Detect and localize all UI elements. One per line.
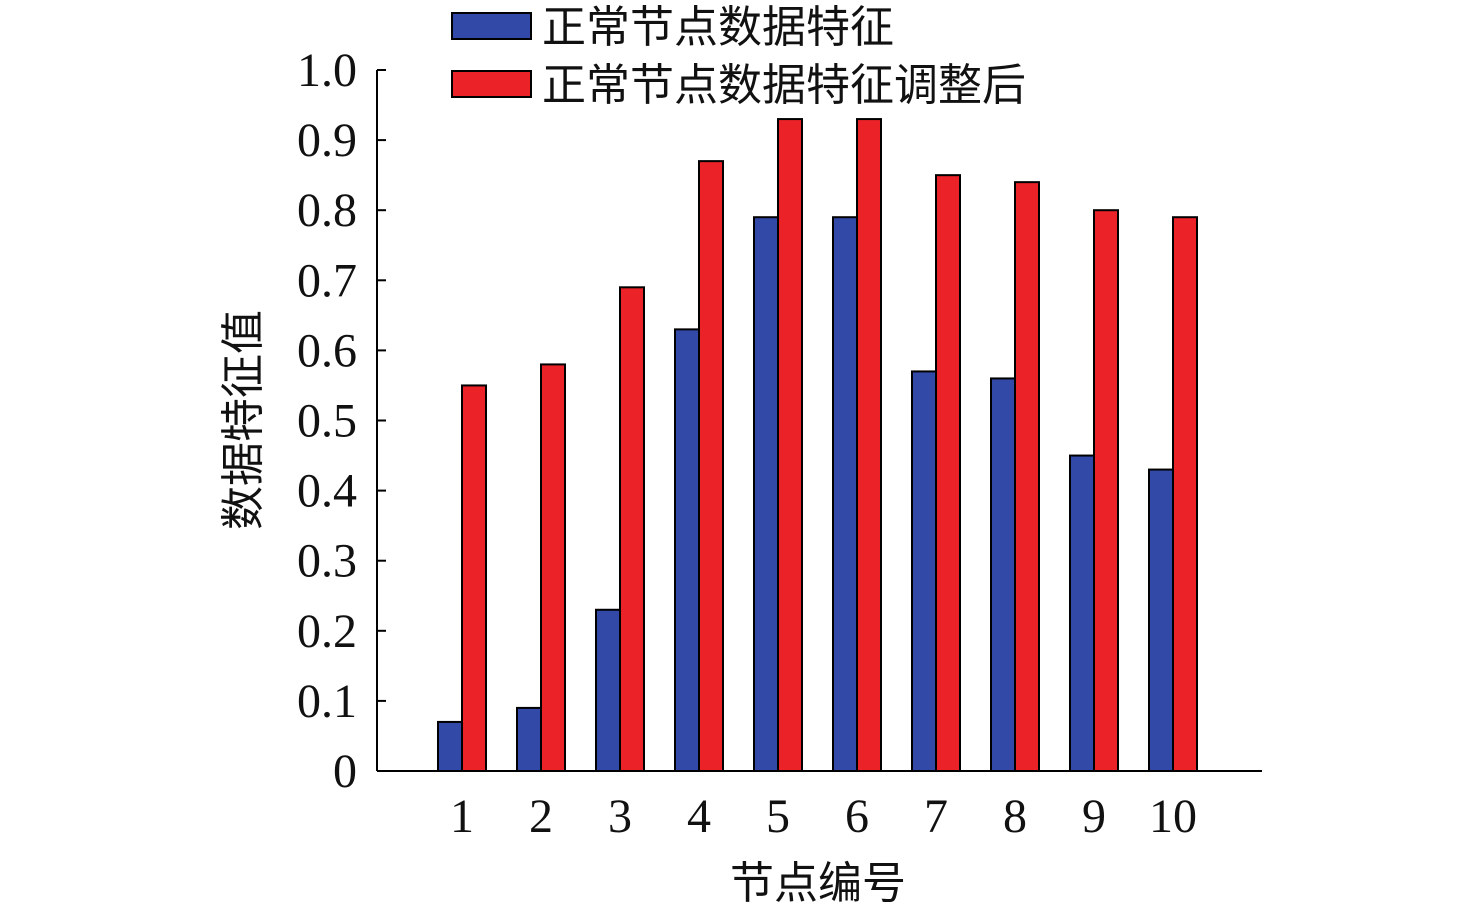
- y-tick-label: 0.1: [297, 675, 357, 728]
- bar-s1-node-2: [516, 706, 542, 772]
- bar-s2-node-4: [698, 160, 724, 772]
- bars: [437, 118, 1198, 773]
- x-tick-label: 10: [1149, 790, 1197, 843]
- bar-s2-node-9: [1093, 209, 1119, 772]
- bar-s1-node-9: [1069, 454, 1095, 772]
- y-tick-label: 0: [333, 745, 357, 798]
- bar-s2-node-5: [777, 118, 803, 772]
- y-tick-label: 0.5: [297, 395, 357, 448]
- x-tick-label: 4: [687, 790, 711, 843]
- axes: [376, 70, 1262, 772]
- x-tick-label: 3: [608, 790, 632, 843]
- bar-s1-node-5: [753, 216, 779, 772]
- y-ticks: 0 0.1 0.2 0.3 0.4 0.5 0.6 0.7 0.8 0.9 1.0: [297, 44, 386, 798]
- x-tick-label: 8: [1003, 790, 1027, 843]
- bar-s2-node-1: [461, 384, 487, 772]
- bar-s1-node-8: [990, 377, 1016, 772]
- y-tick-label: 0.6: [297, 324, 357, 377]
- bar-s1-node-3: [595, 608, 621, 773]
- bar-s1-node-10: [1148, 468, 1174, 772]
- y-tick-label: 0.3: [297, 535, 357, 588]
- bar-s2-node-3: [619, 286, 645, 772]
- bar-s2-node-10: [1172, 216, 1198, 772]
- x-tick-label: 5: [766, 790, 790, 843]
- y-tick-label: 1.0: [297, 44, 357, 97]
- bar-s2-node-2: [540, 363, 566, 772]
- bar-s1-node-7: [911, 370, 937, 772]
- y-tick-label: 0.2: [297, 605, 357, 658]
- x-axis-title: 节点编号: [730, 858, 906, 909]
- x-tick-label: 6: [845, 790, 869, 843]
- bar-s2-node-6: [856, 118, 882, 772]
- y-tick-label: 0.4: [297, 465, 357, 518]
- x-tick-label: 7: [924, 790, 948, 843]
- x-ticks: 1 2 3 4 5 6 7 8 9 10: [450, 790, 1197, 843]
- y-axis-title: 数据特征值: [218, 310, 269, 530]
- legend-label-1: 正常节点数据特征: [542, 2, 894, 53]
- legend-swatch-1: [451, 12, 532, 40]
- legend-label-2: 正常节点数据特征调整后: [542, 60, 1026, 111]
- bar-s2-node-7: [935, 174, 961, 772]
- bar-s1-node-4: [674, 328, 700, 772]
- y-tick-label: 0.8: [297, 184, 357, 237]
- bar-s1-node-1: [437, 720, 463, 772]
- x-tick-label: 9: [1082, 790, 1106, 843]
- y-tick-label: 0.7: [297, 254, 357, 307]
- x-tick-label: 2: [529, 790, 553, 843]
- x-tick-label: 1: [450, 790, 474, 843]
- legend-swatch-2: [451, 70, 532, 98]
- bar-s1-node-6: [832, 216, 858, 772]
- y-tick-label: 0.9: [297, 114, 357, 167]
- bar-s2-node-8: [1014, 181, 1040, 773]
